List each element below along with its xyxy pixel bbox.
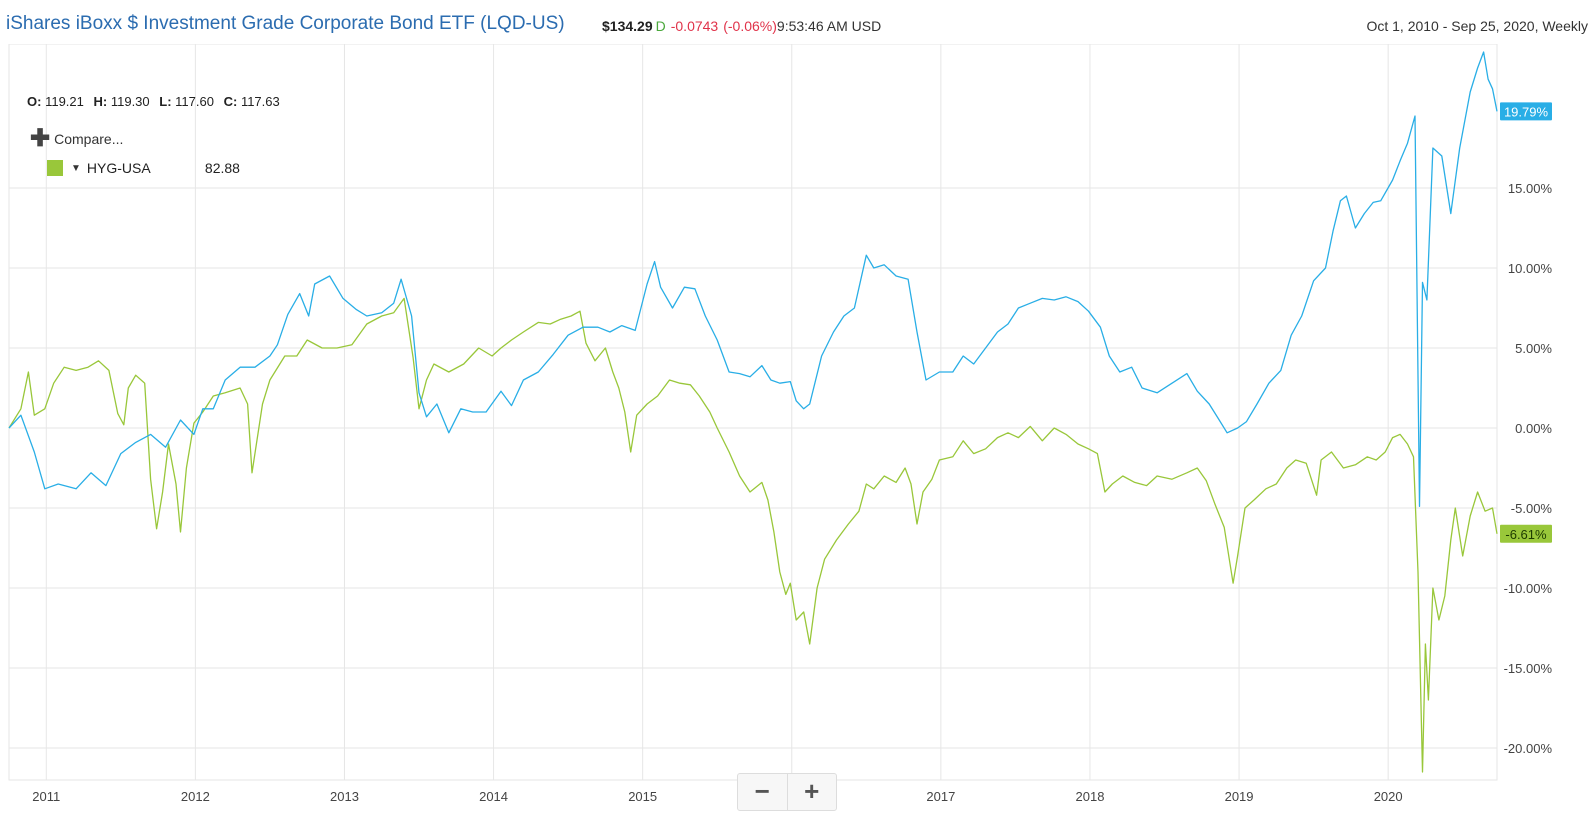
legend-value: 82.88 [204,160,240,176]
x-tick-label: 2018 [1076,789,1105,804]
low-label: L: [159,94,172,109]
y-tick-label: -15.00% [1504,661,1553,676]
end-label-hyg-usa: -6.61% [1505,527,1547,542]
grid-layer [9,44,1497,780]
date-range[interactable]: Oct 1, 2010 - Sep 25, 2020, Weekly [1366,18,1588,34]
low-value: 117.60 [175,94,214,109]
compare-button[interactable]: ✚ Compare... [30,125,124,152]
x-tick-label: 2017 [926,789,955,804]
legend-symbol: HYG-USA [86,160,151,176]
security-title[interactable]: iShares iBoxx $ Investment Grade Corpora… [6,13,565,34]
open-label: O: [27,94,42,109]
series-line-hyg-usa [8,297,1498,773]
zoom-controls: − + [737,773,837,811]
y-tick-label: 15.00% [1508,181,1553,196]
x-tick-label: 2015 [628,789,657,804]
zoom-out-button[interactable]: − [754,776,770,806]
close-label: C: [223,94,238,109]
y-tick-label: 10.00% [1508,261,1553,276]
end-label-bg [1500,524,1552,543]
y-tick-label: 5.00% [1515,341,1552,356]
open-value: 119.21 [45,94,84,109]
last-price: $134.29 [602,18,653,34]
y-tick-label: -10.00% [1504,581,1553,596]
price-chart[interactable]: 15.00% 10.00% 5.00% 0.00% -5.00% -10.00% -15.0… [0,44,1592,833]
x-tick-label: 2011 [32,789,60,804]
x-tick-label: 2014 [479,789,508,804]
zoom-in-button[interactable]: + [786,774,837,810]
series-color-swatch[interactable] [47,160,63,176]
compare-label: Compare... [54,131,124,147]
quote-info: $134.29 D -0.0743 (-0.06%)9:53:46 AM USD [602,18,881,34]
price-change: -0.0743 [670,18,719,34]
x-tick-label: 2012 [181,789,210,804]
series-layer [8,51,1498,773]
end-label-bg [1500,102,1552,121]
price-flag: D [655,18,666,34]
high-label: H: [93,94,108,109]
legend-item-hyg[interactable]: ▼ HYG-USA 82.88 [47,160,240,176]
chart-area[interactable]: 15.00% 10.00% 5.00% 0.00% -5.00% -10.00% -15.0… [0,44,1592,833]
plus-icon: ✚ [30,125,51,152]
chart-header: iShares iBoxx $ Investment Grade Corpora… [0,0,1592,44]
plot-frame [8,44,1498,781]
y-tick-label: -5.00% [1511,501,1553,516]
y-tick-label: -20.00% [1504,741,1553,756]
x-tick-label: 2019 [1225,789,1254,804]
ohlc-readout: O: 119.21 H: 119.30 L: 117.60 C: 117.63 [27,94,286,109]
high-value: 119.30 [110,94,150,109]
series-line-lqd-us [8,51,1498,508]
caret-down-icon[interactable]: ▼ [71,162,81,174]
x-tick-label: 2020 [1374,789,1403,804]
end-label-lqd-us: 19.79% [1504,104,1549,119]
close-value: 117.63 [240,94,280,109]
quote-time: 9:53:46 AM USD [776,18,882,34]
y-tick-label: 0.00% [1515,421,1552,436]
price-change-pct: (-0.06%) [723,18,777,34]
x-tick-label: 2013 [330,789,359,804]
